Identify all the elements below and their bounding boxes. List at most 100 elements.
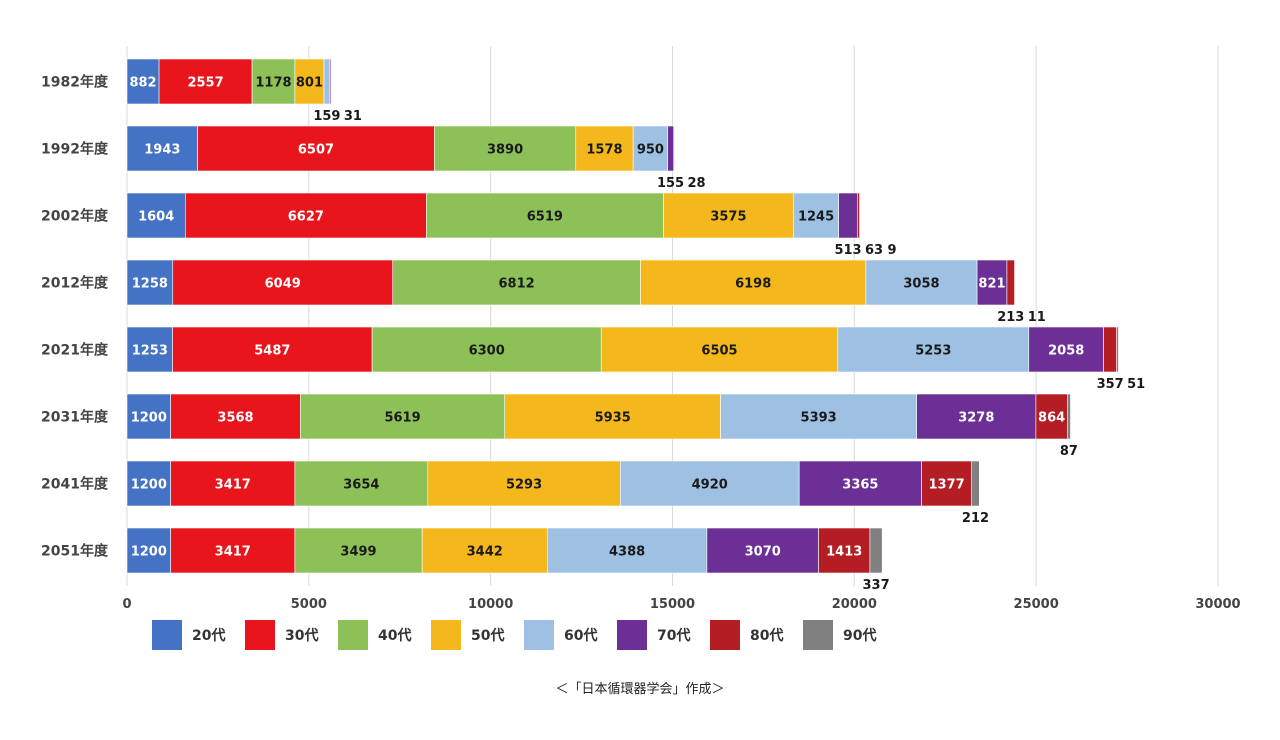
- data-label: 6812: [499, 277, 535, 292]
- bar-segment: [859, 192, 861, 239]
- data-label: 3442: [467, 545, 503, 560]
- bar-segment: [185, 192, 427, 239]
- category-label: 2031年度: [41, 409, 109, 426]
- bar-segment: [300, 393, 506, 440]
- bar-segment: [504, 393, 721, 440]
- data-label: 3575: [710, 210, 746, 225]
- category-labels: 1982年度 1992年度 2002年度 2012年度 2021年度 2031年度 2041…: [41, 74, 109, 560]
- x-tick-label: 0: [122, 597, 131, 612]
- data-label: 950: [637, 143, 664, 158]
- bar-segment: [371, 326, 602, 373]
- data-label-outside: 337: [862, 578, 889, 593]
- bar-segment: [251, 58, 296, 105]
- data-label: 1253: [132, 344, 168, 359]
- data-label: 1200: [131, 411, 167, 426]
- bar-segment: [1035, 393, 1068, 440]
- data-label: 3278: [958, 411, 994, 426]
- bar-segment: [1116, 326, 1119, 373]
- data-label: 1604: [138, 210, 174, 225]
- data-label: 4388: [609, 545, 645, 560]
- legend-label: 70代: [657, 627, 690, 644]
- data-label: 2557: [187, 76, 223, 91]
- data-label: 1200: [131, 545, 167, 560]
- data-label: 6627: [288, 210, 324, 225]
- bar-segment: [720, 393, 918, 440]
- data-label: 821: [978, 277, 1005, 292]
- bar-segment: [158, 58, 253, 105]
- x-tick-label: 15000: [650, 597, 695, 612]
- data-label: 3417: [215, 545, 251, 560]
- bar-segment: [663, 192, 794, 239]
- bar-segment: [294, 527, 423, 574]
- bar-segment: [126, 460, 171, 507]
- data-label: 1258: [132, 277, 168, 292]
- data-label: 2058: [1048, 344, 1084, 359]
- data-label-outside: 28: [687, 176, 705, 191]
- data-label: 1943: [144, 143, 180, 158]
- x-tick-label: 10000: [468, 597, 513, 612]
- bar-segment: [857, 192, 860, 239]
- bar-segment: [798, 460, 922, 507]
- data-label-outside: 159: [313, 109, 340, 124]
- data-label: 1178: [255, 76, 291, 91]
- bar-segment: [172, 259, 394, 306]
- data-label: 5619: [384, 411, 420, 426]
- data-label: 1377: [929, 478, 965, 493]
- bar-segment: [126, 125, 198, 172]
- data-label: 6519: [527, 210, 563, 225]
- legend: 20代 30代 40代 50代 60代 70代 80代 90代: [152, 620, 876, 650]
- source-caption: ＜「日本循環器学会」作成＞: [555, 682, 725, 697]
- bar-segment: [170, 460, 296, 507]
- bar-segment: [427, 460, 621, 507]
- bar-segment: [126, 58, 160, 105]
- bar-segment: [667, 125, 674, 172]
- data-label: 3568: [217, 411, 253, 426]
- data-label: 3890: [487, 143, 523, 158]
- bar-segment: [126, 326, 173, 373]
- category-label: 2051年度: [41, 543, 109, 560]
- bar-segment: [818, 527, 871, 574]
- bar-segment: [294, 58, 325, 105]
- bar-segment: [1103, 326, 1117, 373]
- data-label-outside: 357: [1097, 377, 1124, 392]
- legend-swatch: [245, 620, 275, 650]
- legend-label: 20代: [192, 627, 225, 644]
- data-label: 4920: [692, 478, 728, 493]
- category-label: 2002年度: [41, 208, 109, 225]
- data-labels: 882 2557 1178 801 159 31 1943 6507 3890 1578 950 15…: [129, 76, 1145, 594]
- legend-label: 90代: [843, 627, 876, 644]
- data-label: 1245: [798, 210, 834, 225]
- legend-swatch: [152, 620, 182, 650]
- x-tick-label: 5000: [291, 597, 327, 612]
- data-label: 5935: [595, 411, 631, 426]
- data-label: 3070: [745, 545, 781, 560]
- category-label: 1992年度: [41, 141, 109, 158]
- data-label-outside: 9: [888, 243, 897, 258]
- legend-swatch: [617, 620, 647, 650]
- data-label: 5487: [254, 344, 290, 359]
- legend-swatch: [338, 620, 368, 650]
- bar-segment: [921, 460, 972, 507]
- data-label-outside: 212: [962, 511, 989, 526]
- bar-segment: [170, 393, 301, 440]
- data-label-outside: 513: [834, 243, 861, 258]
- data-label: 5293: [506, 478, 542, 493]
- data-label: 3365: [842, 478, 878, 493]
- bar-segment: [632, 125, 668, 172]
- bar-segment: [547, 527, 708, 574]
- bar-segment: [600, 326, 839, 373]
- bar-segment: [640, 259, 867, 306]
- x-tick-labels: 0 5000 10000 15000 20000 25000 30000: [122, 597, 1240, 612]
- bars: [126, 58, 1119, 574]
- data-label-outside: 155: [657, 176, 684, 191]
- category-label: 2041年度: [41, 476, 109, 493]
- bar-segment: [869, 527, 883, 574]
- data-label: 3654: [343, 478, 379, 493]
- bar-segment: [1006, 259, 1015, 306]
- data-label: 3058: [903, 277, 939, 292]
- category-label: 2021年度: [41, 342, 109, 359]
- bar-segment: [126, 527, 171, 574]
- bar-segment: [706, 527, 819, 574]
- bar-segment: [392, 259, 641, 306]
- bar-segment: [971, 460, 980, 507]
